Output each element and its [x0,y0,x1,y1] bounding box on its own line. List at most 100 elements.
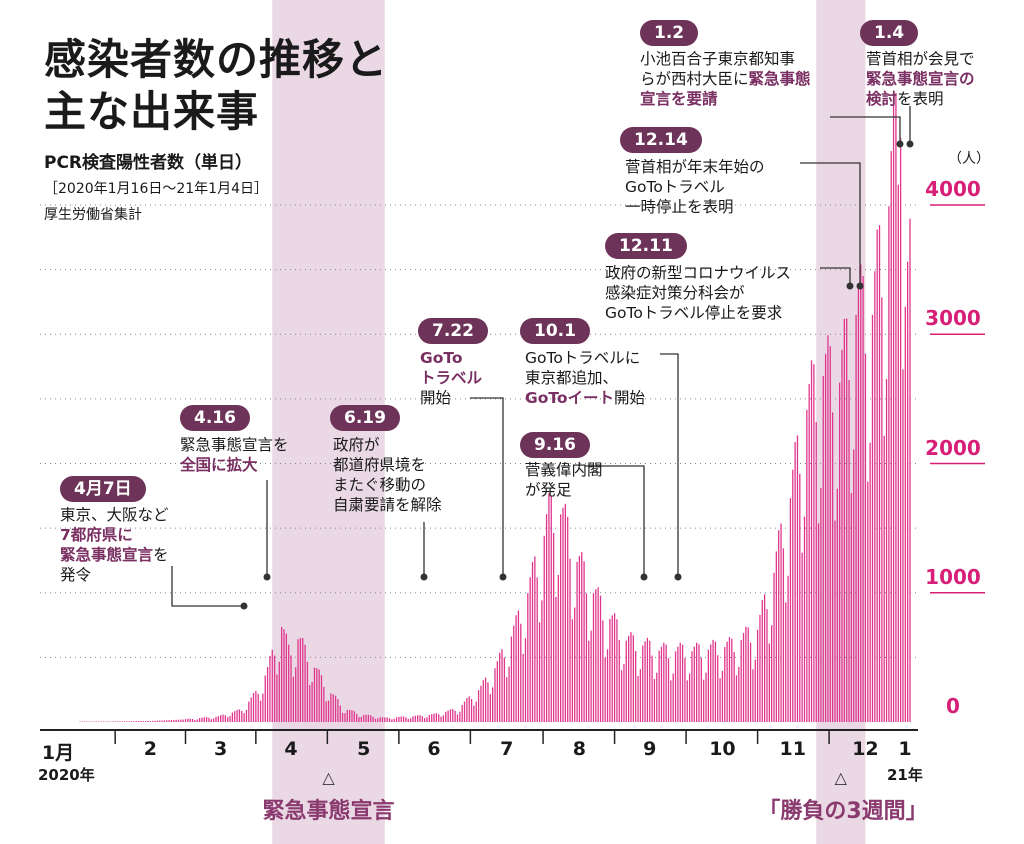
event-badge: 7.22 [418,318,488,344]
data-bar [424,718,426,722]
data-bar [749,642,752,722]
event-text-segment: が発足 [525,481,572,499]
x-tick-label: 12 [852,738,879,760]
event-text-highlight: 宣言を要請 [640,90,718,108]
data-bar [876,229,878,722]
data-bar [398,716,400,722]
data-bar [269,655,271,722]
data-bar [527,593,529,722]
event-marker-dot [640,573,648,581]
data-bar [862,276,864,722]
event-text: 政府が 都道府県境を またぐ移動の 自粛要請を解除 [333,435,442,515]
source-note: 厚生労働省集計 [44,207,142,223]
data-bar [210,719,212,722]
data-bar [599,595,602,722]
x-tick-label: 5 [357,738,371,760]
data-bar [740,640,742,722]
data-bar [142,721,144,722]
event-text-line: GoTo [420,348,482,368]
event-badge: 12.14 [620,127,702,153]
data-bar [353,711,355,722]
data-bar [170,720,173,722]
data-bar [234,711,236,722]
data-bar [808,383,810,722]
data-bar [149,720,151,722]
data-bar [667,658,670,722]
event-text-segment: 政府の新型コロナウイルス [605,264,792,282]
data-bar [341,712,344,722]
data-bar [316,668,318,722]
data-bar [775,551,778,722]
data-bar [817,523,820,722]
data-bar [102,721,105,722]
data-bar [710,644,712,722]
data-bar [334,695,337,722]
x-tick-label: 10 [709,738,736,760]
data-bar [613,613,616,722]
data-bar [311,681,313,722]
data-bar [829,346,831,722]
data-bar [290,655,292,722]
data-bar [112,721,114,722]
event-marker-dot [240,602,248,610]
data-bar [257,693,259,722]
event-leader-line [830,116,901,144]
data-bar [395,717,398,722]
data-bar [393,718,395,722]
data-bar [585,593,588,722]
data-bar [456,714,459,722]
event-text-segment: 菅義偉内閣 [525,461,603,479]
data-bar [834,520,836,722]
event-text-line: 東京都追加、 [525,368,645,388]
event-text-line: 小池百合子東京都知事 [640,49,811,69]
data-bar [792,469,794,722]
event-marker-dot [896,140,904,148]
event-text-line: GoToトラベル [625,177,765,197]
data-bar [152,720,154,722]
event-marker-dot [846,282,854,290]
data-bar [681,644,684,722]
data-bar [857,287,860,722]
event-text-line: またぐ移動の [333,475,442,495]
x-tick-label: 4 [284,738,298,760]
data-bar [203,717,205,722]
data-bar [365,714,367,722]
data-bar [517,610,520,722]
data-bar [728,636,731,722]
data-bar [374,718,377,722]
data-bar [137,721,140,722]
data-bar [794,442,796,722]
data-bar [487,682,489,722]
data-bar [402,716,405,722]
data-bar [466,698,468,722]
data-bar [801,552,803,722]
data-bar [658,650,660,722]
data-bar [236,709,238,722]
event-text-segment: 政府が [333,436,380,454]
event-text-highlight: GoToイート [525,389,615,407]
data-bar [693,646,695,722]
data-bar [904,306,906,722]
data-bar [855,314,857,722]
event-text: 小池百合子東京都知事 らが西村大臣に緊急事態 宣言を要請 [640,49,811,109]
shaded-period-2 [816,0,866,844]
event-text-highlight: 検討 [866,90,898,108]
data-bar [520,623,522,722]
data-bar [813,364,815,722]
x-year-label: 21年 [887,766,923,784]
data-bar [440,716,442,722]
event-text: 菅義偉内閣 が発足 [525,460,603,500]
data-bar [836,488,838,722]
data-bar [646,637,649,722]
event-text-segment: 開始 [614,389,646,407]
event-leader-line [820,267,851,286]
data-bar [128,721,130,722]
data-bar [583,561,585,722]
data-bar [187,718,189,722]
data-bar [724,647,726,722]
event-text-line: GoToトラベル停止を要求 [605,303,791,323]
data-bar [536,577,538,722]
event-marker-dot [674,573,682,581]
data-bar [159,720,161,722]
